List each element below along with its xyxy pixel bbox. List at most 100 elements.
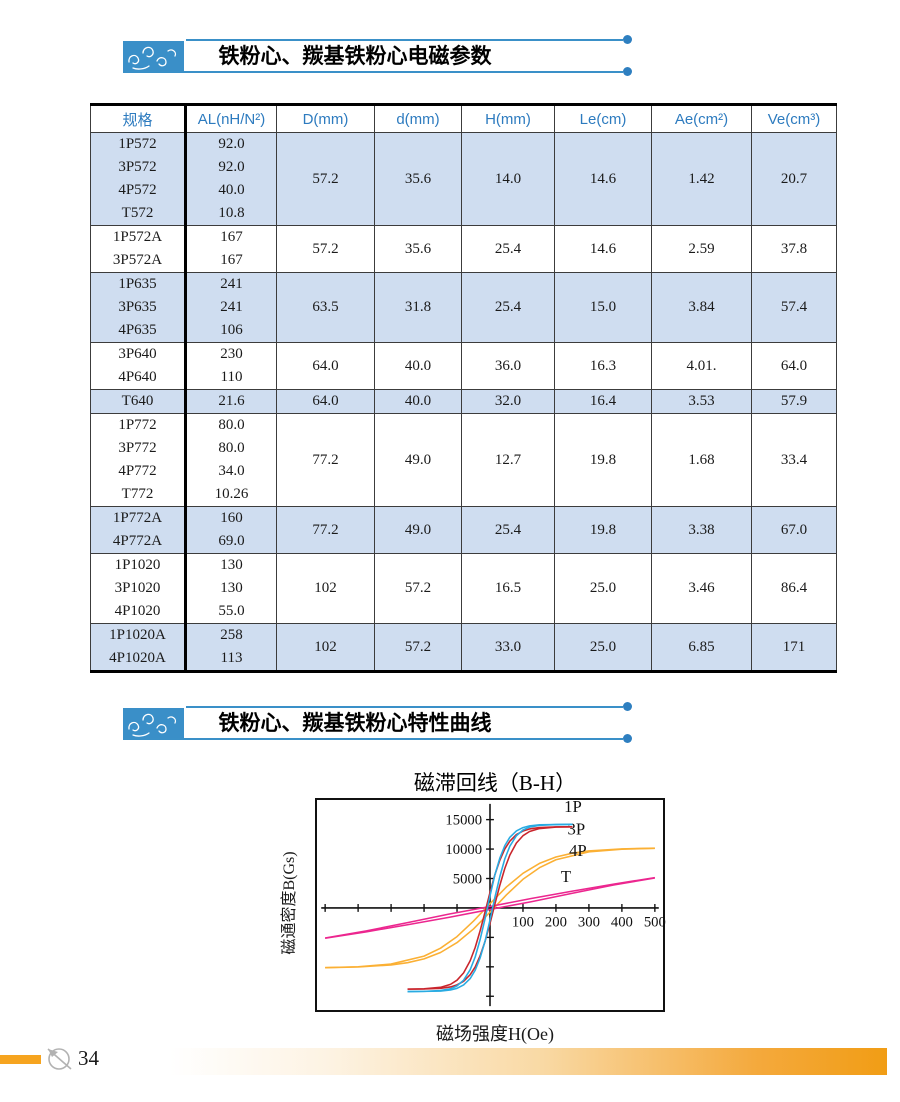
cell-merged: 102 <box>276 553 375 624</box>
cell-spec: 4P640 <box>118 369 157 385</box>
cell-merged: 33.0 <box>461 623 555 672</box>
cell-merged: 14.6 <box>554 225 652 273</box>
cell-merged: 25.0 <box>554 623 652 672</box>
cell-al: 258 <box>184 623 277 647</box>
cell-merged: 16.5 <box>461 553 555 624</box>
banner-bottom-rule <box>123 738 623 740</box>
x-tick-label: 500 <box>644 915 666 931</box>
cell-merged: 16.4 <box>554 389 652 414</box>
cell-merged: 19.8 <box>554 506 652 554</box>
cell-merged: 3.53 <box>651 389 752 414</box>
cloud-pattern-icon <box>123 41 184 72</box>
cell-merged: 6.85 <box>651 623 752 672</box>
curve-4P <box>325 847 655 969</box>
cell-merged: 14.0 <box>461 132 555 226</box>
table-row: T640 21.6 64.0 40.0 32.0 16.4 3.53 57.9 <box>90 389 837 414</box>
banner-top-rule <box>186 39 623 41</box>
table-row: 1P772 80.0 77.2 49.0 12.7 19.8 1.68 33.4 <box>90 413 837 507</box>
cell-spec: 4P772A <box>90 530 186 554</box>
cell-merged: 37.8 <box>751 225 837 273</box>
table-row: 4P772 34.0 <box>91 460 837 483</box>
table-row: 3P572A 167 <box>91 249 837 273</box>
cell-al: 113 <box>184 647 277 672</box>
cell-al: 10.8 <box>184 202 277 226</box>
cell-merged: 25.4 <box>461 506 555 554</box>
cell-al: 160 <box>184 506 277 530</box>
cell-al: 110 <box>184 366 277 390</box>
x-tick-label: 300 <box>578 915 600 931</box>
curve-label-T: T <box>561 867 571 886</box>
cell-merged: 57.4 <box>751 272 837 343</box>
table-row: 4P1020 55.0 <box>91 600 837 624</box>
cell-spec: 1P772 <box>90 413 186 437</box>
column-header: H(mm) <box>461 104 555 133</box>
cell-merged: 25.4 <box>461 225 555 273</box>
banner-dot <box>623 702 632 711</box>
cell-spec: 1P1020 <box>90 553 186 577</box>
cell-al: 69.0 <box>184 530 277 554</box>
cell-al: 21.6 <box>184 389 277 414</box>
table-row: 4P572 40.0 <box>90 179 837 202</box>
column-header: Ae(cm²) <box>651 104 752 133</box>
curve-T <box>325 877 655 940</box>
cell-merged: 57.2 <box>374 553 462 624</box>
column-header: d(mm) <box>374 104 462 133</box>
cell-merged: 14.6 <box>554 132 652 226</box>
cell-merged: 171 <box>751 623 837 672</box>
page-number: 34 <box>78 1046 99 1070</box>
table-row: 3P640 230 64.0 40.0 36.0 16.3 4.01. 64.0 <box>90 342 837 390</box>
cell-al: 241 <box>184 272 277 296</box>
column-header: Le(cm) <box>554 104 652 133</box>
cell-al: 80.0 <box>184 413 277 437</box>
cell-spec: 1P572A <box>90 225 186 249</box>
cell-al: 241 <box>184 296 277 319</box>
table-row: T772 10.26 <box>91 483 837 507</box>
cell-merged: 3.84 <box>651 272 752 343</box>
cell-merged: 102 <box>276 623 375 672</box>
cell-spec: 4P1020 <box>114 603 161 619</box>
table-row: T572 10.8 <box>90 202 837 226</box>
y-tick-label: 10000 <box>445 842 482 858</box>
cell-merged: 77.2 <box>276 506 375 554</box>
cell-merged: 64.0 <box>276 389 375 414</box>
curve-label-4P: 4P <box>569 841 587 860</box>
cell-spec: 4P1020A <box>90 647 186 672</box>
table-row: 4P772A 69.0 <box>90 530 837 554</box>
banner-top-rule <box>186 706 623 708</box>
cell-al: 230 <box>184 342 277 366</box>
curve-1P <box>407 823 573 993</box>
cell-al: 80.0 <box>184 437 277 460</box>
cell-merged: 33.4 <box>751 413 837 507</box>
cell-merged: 86.4 <box>751 553 837 624</box>
cell-merged: 57.2 <box>276 132 375 226</box>
table-row: 3P1020 130 <box>91 577 837 600</box>
cell-spec: 1P572 <box>90 132 186 156</box>
column-header: D(mm) <box>276 104 375 133</box>
banner-dot <box>623 67 632 76</box>
table-row: 4P1020A 113 <box>90 647 837 672</box>
cell-al: 167 <box>184 225 277 249</box>
chart-x-axis-label: 磁场强度H(Oe) <box>436 1024 554 1044</box>
cell-al: 40.0 <box>184 179 277 202</box>
cell-spec: T772 <box>121 486 154 502</box>
y-tick-label: 5000 <box>453 871 482 887</box>
cell-merged: 57.9 <box>751 389 837 414</box>
cell-spec: 4P635 <box>90 319 186 343</box>
column-header: 规格 <box>90 104 186 133</box>
cell-spec: 3P772 <box>118 440 157 456</box>
cell-merged: 49.0 <box>374 413 462 507</box>
cell-merged: 3.38 <box>651 506 752 554</box>
cell-al: 167 <box>184 249 277 273</box>
table-row: 3P572 92.0 <box>90 156 837 179</box>
section-title: 铁粉心、羰基铁粉心电磁参数 <box>218 45 492 68</box>
table-row: 1P572A 167 57.2 35.6 25.4 14.6 2.59 37.8 <box>90 225 837 273</box>
cell-merged: 40.0 <box>374 342 462 390</box>
curve-label-3P: 3P <box>568 819 586 838</box>
banner-bottom-rule <box>123 71 623 73</box>
cell-merged: 32.0 <box>461 389 555 414</box>
cell-merged: 49.0 <box>374 506 462 554</box>
cell-spec: 4P572 <box>90 179 186 202</box>
cell-al: 130 <box>184 553 277 577</box>
curve-T <box>325 876 655 939</box>
cell-spec: 1P635 <box>90 272 186 296</box>
